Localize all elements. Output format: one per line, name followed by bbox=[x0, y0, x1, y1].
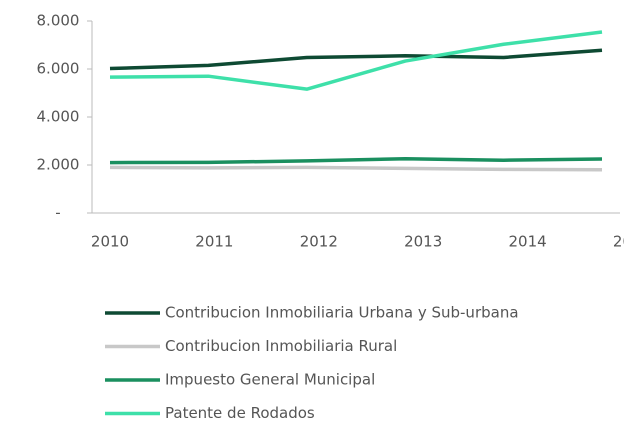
x-tick-label: 2015 bbox=[613, 233, 624, 251]
x-tick-label: 2011 bbox=[195, 233, 233, 251]
legend-label: Patente de Rodados bbox=[165, 404, 315, 422]
series-line bbox=[109, 30, 603, 91]
legend-label: Contribucion Inmobiliaria Rural bbox=[165, 337, 397, 355]
y-tick-label: 6.000 bbox=[37, 60, 80, 78]
series-line bbox=[109, 157, 603, 165]
x-tick-label: 2010 bbox=[91, 233, 129, 251]
x-tick-label: 2013 bbox=[404, 233, 442, 251]
x-tick-label: 2014 bbox=[509, 233, 547, 251]
y-tick-label: 8.000 bbox=[37, 12, 80, 30]
series-line bbox=[109, 48, 603, 71]
legend-label: Impuesto General Municipal bbox=[165, 371, 375, 389]
series-line bbox=[109, 165, 603, 172]
y-tick-label: - bbox=[55, 204, 60, 222]
y-tick-label: 2.000 bbox=[37, 156, 80, 174]
legend-label: Contribucion Inmobiliaria Urbana y Sub-u… bbox=[165, 304, 519, 322]
x-tick-label: 2012 bbox=[300, 233, 338, 251]
y-tick-label: 4.000 bbox=[37, 108, 80, 126]
